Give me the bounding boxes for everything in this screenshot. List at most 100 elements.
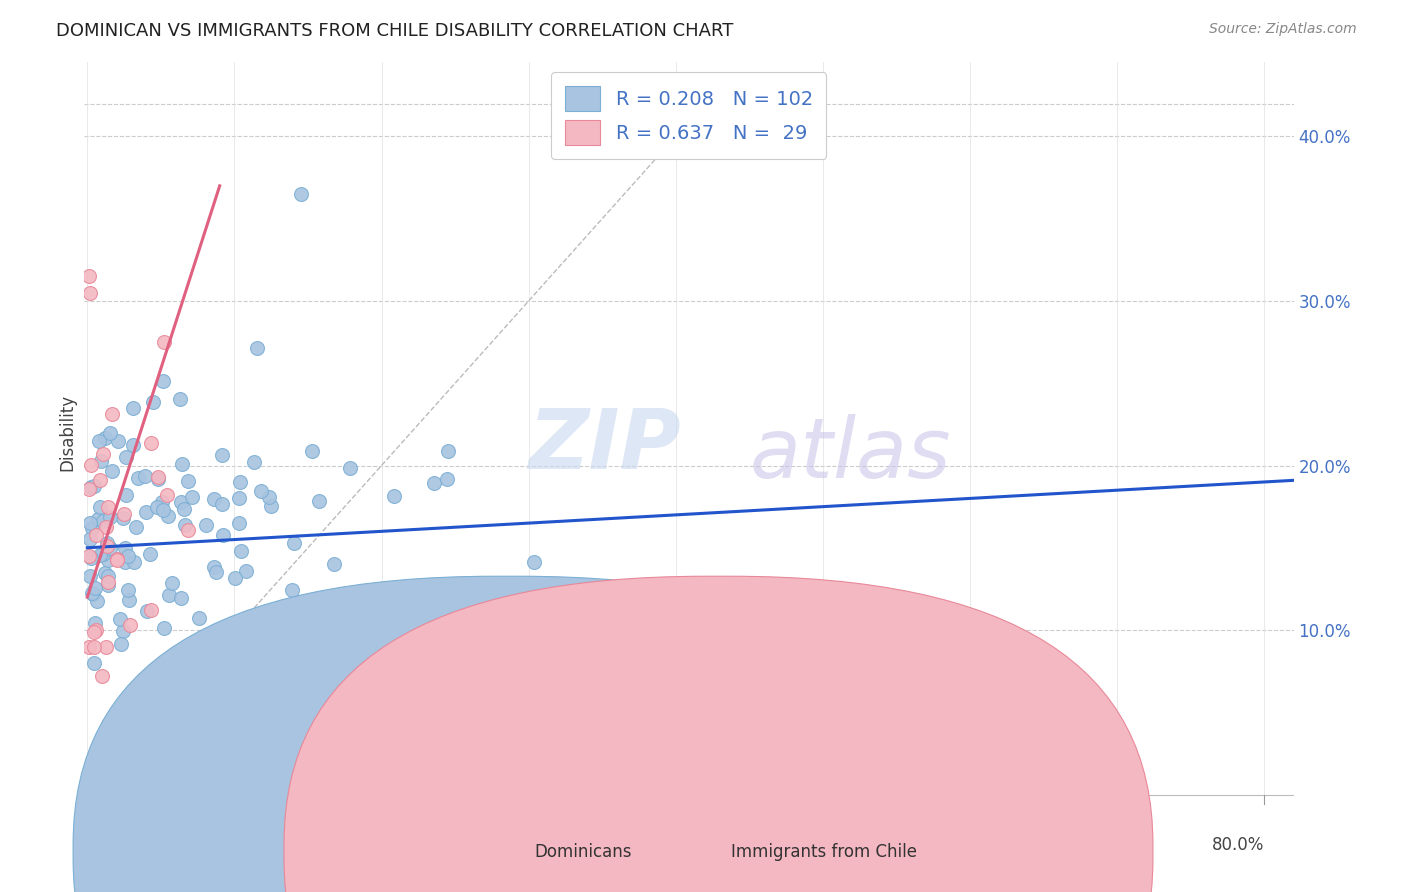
Point [205, 565, 228, 579]
Point [229, 544, 252, 558]
Point [170, 495, 193, 509]
Point [107, 434, 129, 449]
Point [105, 553, 128, 567]
Point [114, 554, 136, 568]
Point [114, 488, 136, 502]
Point [80, 586, 103, 600]
Point [100, 407, 122, 421]
FancyBboxPatch shape [73, 576, 942, 892]
Point [84, 616, 107, 631]
Point [146, 472, 169, 486]
Point [382, 489, 405, 503]
Point [387, 621, 409, 635]
Point [87, 512, 110, 526]
Text: Immigrants from Chile: Immigrants from Chile [731, 843, 917, 861]
Point [211, 497, 233, 511]
Point [120, 618, 142, 632]
Point [97, 578, 120, 592]
Point [83, 640, 105, 654]
Point [82, 521, 104, 535]
Point [202, 491, 225, 506]
Point [98, 510, 121, 524]
Point [77, 269, 100, 284]
Point [135, 505, 157, 519]
Point [156, 488, 179, 502]
Point [124, 520, 146, 534]
Point [96, 536, 118, 550]
Point [228, 516, 250, 530]
Text: 0.0%: 0.0% [89, 836, 131, 854]
Point [84, 581, 107, 595]
Point [98, 425, 121, 440]
Point [157, 588, 180, 602]
Point [290, 187, 312, 202]
Point [89, 473, 111, 487]
Point [94, 640, 117, 654]
Point [152, 374, 174, 388]
Point [153, 621, 176, 635]
Point [283, 536, 305, 550]
Point [136, 603, 159, 617]
Point [146, 500, 169, 514]
Point [202, 560, 225, 574]
Point [111, 624, 134, 638]
Legend: R = 0.208   N = 102, R = 0.637   N =  29: R = 0.208 N = 102, R = 0.637 N = 29 [551, 72, 827, 159]
Point [152, 503, 174, 517]
Point [243, 455, 266, 469]
Point [82, 587, 104, 601]
Point [142, 395, 165, 409]
Point [97, 575, 120, 590]
Point [127, 471, 149, 485]
Point [323, 558, 346, 572]
Point [91, 547, 114, 561]
Point [83, 656, 105, 670]
Point [80, 480, 103, 494]
Point [118, 593, 141, 607]
Point [79, 551, 101, 566]
Point [436, 472, 458, 486]
Point [134, 469, 156, 483]
Point [110, 637, 132, 651]
Point [169, 392, 191, 406]
Point [84, 527, 107, 541]
Point [83, 479, 105, 493]
Point [94, 520, 117, 534]
Point [79, 549, 101, 563]
Point [173, 501, 195, 516]
Point [94, 431, 117, 445]
Point [260, 499, 283, 513]
Point [211, 448, 233, 462]
Point [79, 516, 101, 531]
Point [89, 549, 111, 563]
Point [94, 566, 117, 580]
Point [122, 401, 145, 415]
Text: DOMINICAN VS IMMIGRANTS FROM CHILE DISABILITY CORRELATION CHART: DOMINICAN VS IMMIGRANTS FROM CHILE DISAB… [56, 22, 734, 40]
Point [111, 510, 134, 524]
Point [91, 669, 114, 683]
Point [308, 493, 330, 508]
Point [114, 541, 136, 555]
Point [86, 594, 108, 608]
Text: Source: ZipAtlas.com: Source: ZipAtlas.com [1209, 22, 1357, 37]
Point [107, 552, 129, 566]
Text: ZIP: ZIP [529, 405, 682, 486]
Point [301, 443, 323, 458]
Point [523, 555, 546, 569]
Point [235, 564, 257, 578]
Point [366, 594, 388, 608]
Point [77, 482, 100, 496]
Point [80, 458, 103, 472]
Point [91, 447, 114, 461]
Point [98, 541, 121, 555]
Point [228, 491, 250, 505]
Point [108, 612, 131, 626]
Point [97, 552, 120, 566]
Point [212, 528, 235, 542]
Point [146, 469, 169, 483]
Point [84, 623, 107, 637]
Point [114, 450, 136, 464]
Point [83, 625, 105, 640]
Point [139, 547, 162, 561]
Point [160, 575, 183, 590]
Y-axis label: Disability: Disability [58, 394, 76, 471]
